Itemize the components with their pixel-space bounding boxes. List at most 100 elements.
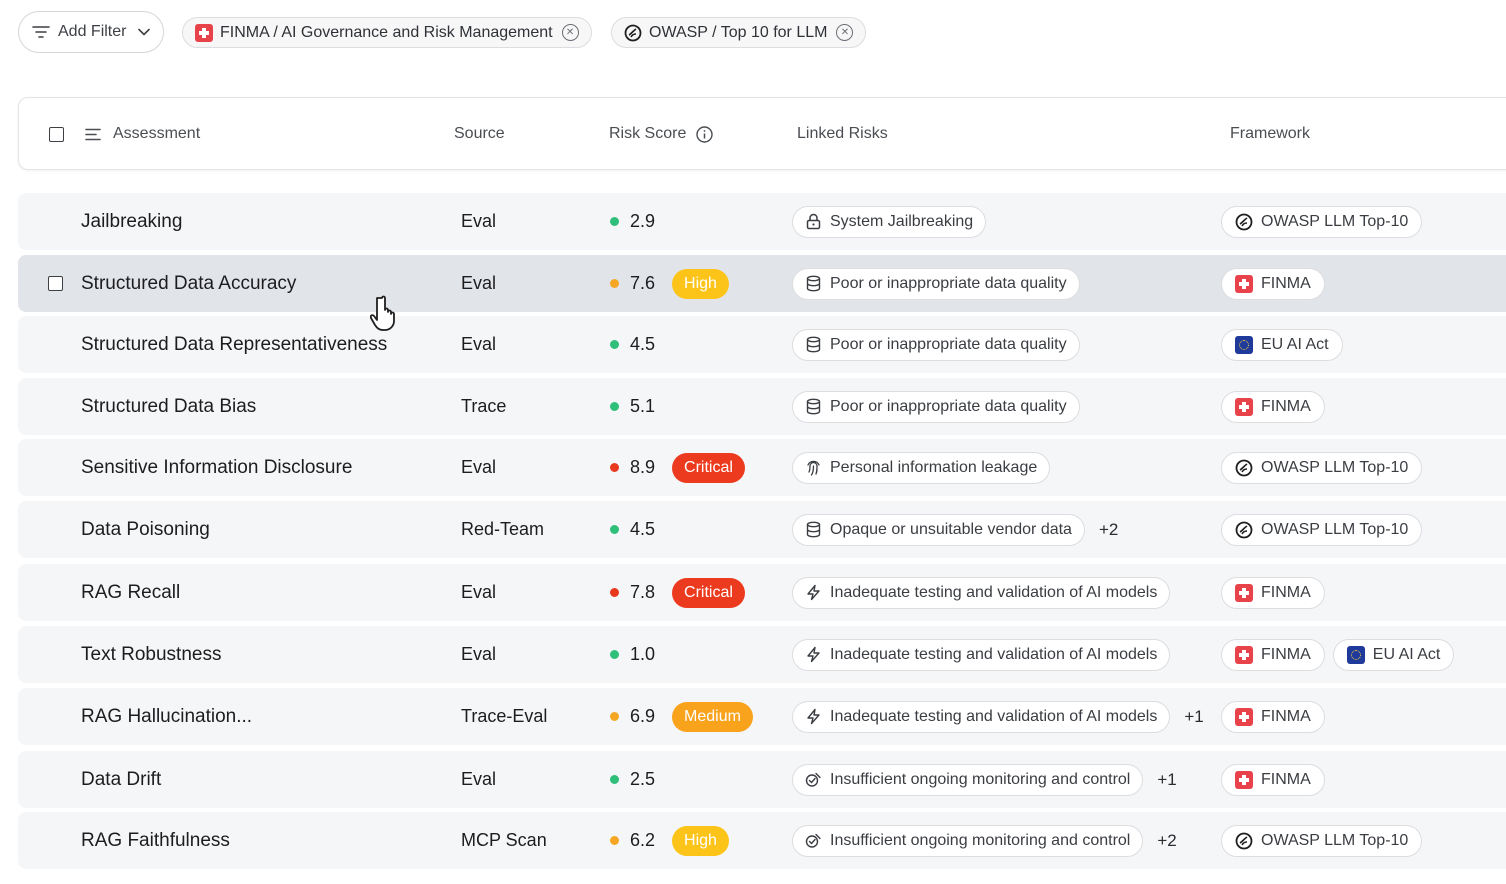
risk-level-badge: High xyxy=(672,825,729,856)
more-risks-count[interactable]: +2 xyxy=(1098,519,1119,539)
source-cell: Eval xyxy=(461,769,497,789)
add-filter-label: Add Filter xyxy=(58,23,127,40)
framework-label: OWASP LLM Top-10 xyxy=(1261,212,1409,230)
assessment-name[interactable]: Text Robustness xyxy=(81,643,222,665)
table-row[interactable]: RAG Recall Eval 7.8 Critical Inadequate te… xyxy=(18,564,1506,621)
header-source[interactable]: Source xyxy=(454,98,505,170)
table-row[interactable]: Structured Data Representativeness Eval 4… xyxy=(18,316,1506,373)
swiss-flag-icon xyxy=(1235,707,1253,726)
more-risks-count[interactable]: +2 xyxy=(1157,830,1177,850)
assessment-name[interactable]: Structured Data Bias xyxy=(81,395,257,417)
assessment-name[interactable]: Structured Data Representativeness xyxy=(81,333,388,355)
framework-pill[interactable]: FINMA xyxy=(1221,638,1325,671)
table-row[interactable]: Data Drift Eval 2.5 Insufficient ongoing … xyxy=(18,751,1506,808)
linked-risk-pill[interactable]: Inadequate testing and validation of AI … xyxy=(792,576,1171,609)
more-risks-count[interactable]: +1 xyxy=(1157,769,1177,789)
info-icon[interactable] xyxy=(696,125,714,143)
framework-pill[interactable]: FINMA xyxy=(1221,700,1325,733)
remove-filter-icon[interactable]: ✕ xyxy=(836,24,854,41)
linked-risk-label: System Jailbreaking xyxy=(830,212,974,230)
header-assessment[interactable]: Assessment xyxy=(85,98,200,170)
framework-pill[interactable]: EU AI Act xyxy=(1332,638,1455,671)
linked-risk-label: Poor or inappropriate data quality xyxy=(830,335,1067,353)
assessment-name[interactable]: Data Poisoning xyxy=(81,518,210,540)
framework-pill[interactable]: EU AI Act xyxy=(1221,328,1343,361)
lock-icon xyxy=(805,213,822,230)
assessment-name[interactable]: RAG Faithfulness xyxy=(81,829,230,851)
assessment-name[interactable]: Structured Data Accuracy xyxy=(81,272,297,294)
linked-risks-cell: Insufficient ongoing monitoring and cont… xyxy=(792,751,1177,808)
add-filter-button[interactable]: Add Filter xyxy=(18,11,164,53)
framework-cell: OWASP LLM Top-10 xyxy=(1221,812,1430,869)
table-row[interactable]: Text Robustness Eval 1.0 Inadequate testi… xyxy=(18,626,1506,683)
linked-risks-cell: Poor or inappropriate data quality xyxy=(792,255,1080,312)
more-risks-count[interactable]: +1 xyxy=(1184,706,1204,726)
framework-pill[interactable]: OWASP LLM Top-10 xyxy=(1221,451,1423,484)
linked-risk-label: Insufficient ongoing monitoring and cont… xyxy=(830,770,1131,788)
source-cell: Eval xyxy=(461,211,497,231)
source-cell: MCP Scan xyxy=(461,830,547,850)
framework-pill[interactable]: FINMA xyxy=(1221,763,1325,796)
framework-pill[interactable]: OWASP LLM Top-10 xyxy=(1221,513,1423,546)
linked-risks-cell: Inadequate testing and validation of AI … xyxy=(792,564,1171,621)
table-row[interactable]: RAG Faithfulness MCP Scan 6.2 High Insuffi… xyxy=(18,812,1506,869)
linked-risk-pill[interactable]: Insufficient ongoing monitoring and cont… xyxy=(792,824,1144,857)
risk-level-badge: Medium xyxy=(672,701,753,732)
header-assessment-label: Assessment xyxy=(113,125,201,142)
header-framework[interactable]: Framework xyxy=(1230,98,1310,170)
assessment-name[interactable]: Sensitive Information Disclosure xyxy=(81,456,353,478)
linked-risk-pill[interactable]: Insufficient ongoing monitoring and cont… xyxy=(792,763,1144,796)
table-row[interactable]: RAG Hallucination... Trace-Eval 6.9 Medium… xyxy=(18,688,1506,745)
assessment-name[interactable]: RAG Hallucination... xyxy=(81,705,253,727)
table-header: Assessment Source Risk Score Linked Risk… xyxy=(18,97,1506,170)
framework-cell: FINMA xyxy=(1221,751,1333,808)
framework-pill[interactable]: FINMA xyxy=(1221,576,1325,609)
owasp-icon xyxy=(1235,459,1253,476)
filter-chip-finma[interactable]: FINMA / AI Governance and Risk Managemen… xyxy=(182,17,592,48)
linked-risk-pill[interactable]: Opaque or unsuitable vendor data xyxy=(792,513,1085,546)
database-icon xyxy=(805,275,822,292)
risk-score-cell: 4.5 xyxy=(610,501,655,558)
table-row[interactable]: Jailbreaking Eval 2.9 System Jailbreaking… xyxy=(18,193,1506,250)
linked-risk-pill[interactable]: Personal information leakage xyxy=(792,451,1051,484)
assessment-name[interactable]: RAG Recall xyxy=(81,581,181,603)
linked-risk-pill[interactable]: Inadequate testing and validation of AI … xyxy=(792,638,1171,671)
table-row[interactable]: Sensitive Information Disclosure Eval 8.9… xyxy=(18,439,1506,496)
risk-score-value: 8.9 xyxy=(630,457,656,477)
risk-score-cell: 6.9 Medium xyxy=(610,688,753,745)
assessment-name[interactable]: Data Drift xyxy=(81,768,162,790)
framework-label: FINMA xyxy=(1261,770,1311,788)
table-row[interactable]: Structured Data Accuracy Eval 7.6 High Poo… xyxy=(18,255,1506,312)
linked-risks-cell: Opaque or unsuitable vendor data +2 xyxy=(792,501,1118,558)
select-all-checkbox[interactable] xyxy=(49,126,64,142)
linked-risk-label: Poor or inappropriate data quality xyxy=(830,397,1067,415)
linked-risk-pill[interactable]: Poor or inappropriate data quality xyxy=(792,267,1080,300)
source-cell: Trace-Eval xyxy=(461,706,548,726)
remove-filter-icon[interactable]: ✕ xyxy=(561,24,579,41)
linked-risk-pill[interactable]: System Jailbreaking xyxy=(792,205,987,238)
row-select-cell xyxy=(48,255,63,312)
linked-risk-pill[interactable]: Poor or inappropriate data quality xyxy=(792,390,1080,423)
table-row[interactable]: Data Poisoning Red-Team 4.5 Opaque or uns… xyxy=(18,501,1506,558)
assessment-name[interactable]: Jailbreaking xyxy=(81,210,183,232)
database-icon xyxy=(805,398,822,415)
framework-label: EU AI Act xyxy=(1261,335,1329,353)
eu-flag-icon xyxy=(1235,335,1253,354)
filter-icon xyxy=(32,26,50,38)
filter-bar: Add Filter xyxy=(18,11,164,53)
framework-pill[interactable]: OWASP LLM Top-10 xyxy=(1221,205,1423,238)
risk-level-dot xyxy=(610,836,619,845)
filter-chip-owasp[interactable]: OWASP / Top 10 for LLM ✕ xyxy=(611,17,867,48)
framework-pill[interactable]: FINMA xyxy=(1221,390,1325,423)
linked-risk-pill[interactable]: Inadequate testing and validation of AI … xyxy=(792,700,1171,733)
framework-pill[interactable]: FINMA xyxy=(1221,267,1325,300)
header-linked-risks[interactable]: Linked Risks xyxy=(797,98,888,170)
linked-risk-pill[interactable]: Poor or inappropriate data quality xyxy=(792,328,1080,361)
header-risk-score[interactable]: Risk Score xyxy=(609,98,714,170)
linked-risks-cell: Poor or inappropriate data quality xyxy=(792,316,1080,373)
row-checkbox[interactable] xyxy=(48,276,63,291)
framework-cell: OWASP LLM Top-10 xyxy=(1221,501,1430,558)
table-row[interactable]: Structured Data Bias Trace 5.1 Poor or in… xyxy=(18,378,1506,435)
framework-pill[interactable]: OWASP LLM Top-10 xyxy=(1221,824,1423,857)
sort-icon[interactable] xyxy=(85,128,101,141)
